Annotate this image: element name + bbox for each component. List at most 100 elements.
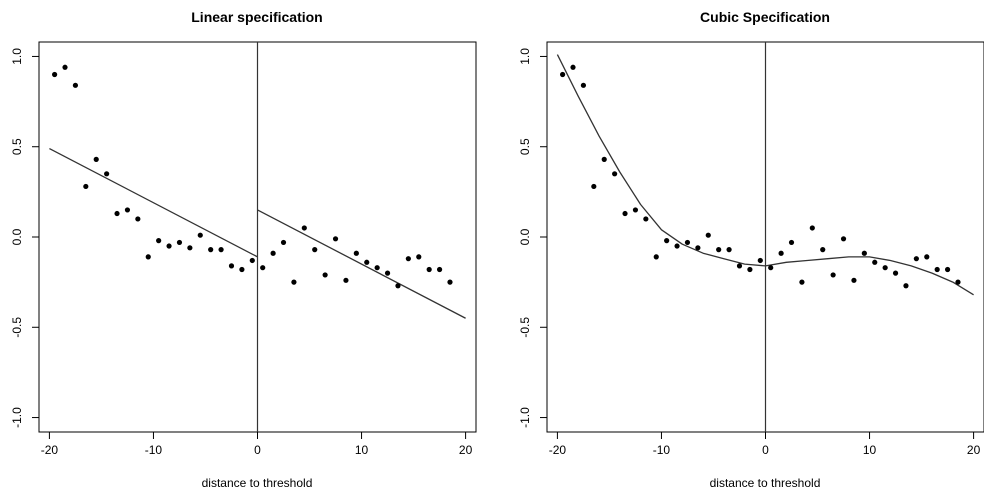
data-point: [861, 250, 867, 256]
data-point: [374, 265, 380, 271]
data-point: [872, 259, 878, 265]
y-tick-label: 0.5: [10, 138, 24, 155]
data-point: [312, 247, 318, 253]
x-tick-label: 10: [863, 443, 877, 457]
data-point: [643, 216, 649, 222]
linear-specification-panel: Linear specification distance to thresho…: [10, 9, 477, 490]
data-point: [903, 283, 909, 289]
linear-specification-chart: Linear specification distance to thresho…: [10, 9, 477, 490]
data-point: [124, 207, 131, 213]
data-point: [934, 266, 940, 273]
y-tick-label: 0.0: [10, 228, 24, 245]
data-point: [218, 247, 224, 253]
data-point: [384, 270, 391, 276]
data-point: [176, 239, 183, 246]
data-point: [705, 232, 711, 238]
data-point: [395, 283, 401, 289]
data-point: [166, 243, 172, 249]
data-point: [653, 254, 659, 260]
data-point: [301, 225, 307, 231]
data-point: [249, 257, 255, 264]
y-tick-label: -1.0: [10, 407, 24, 428]
data-point: [208, 247, 214, 253]
data-point: [228, 263, 235, 269]
data-point: [322, 272, 328, 278]
cubic-specification-chart: Cubic Specification distance to threshol…: [518, 9, 984, 490]
x-tick-label: -10: [653, 443, 671, 457]
y-tick-label: 1.0: [518, 48, 532, 65]
data-point: [726, 247, 732, 253]
data-point: [736, 263, 743, 269]
x-tick-label: -20: [549, 443, 567, 457]
data-point: [674, 243, 680, 249]
fit-line-left: [49, 147, 258, 258]
data-point: [343, 277, 349, 283]
data-point: [447, 279, 453, 285]
data-point: [114, 210, 120, 217]
data-point: [799, 279, 805, 285]
data-point: [72, 82, 79, 88]
data-point: [809, 225, 815, 231]
y-tick-label: 0.0: [518, 228, 532, 245]
data-point: [892, 270, 899, 276]
data-point: [135, 216, 141, 222]
data-point: [747, 266, 753, 273]
data-point: [788, 239, 795, 246]
data-point: [955, 279, 961, 285]
data-point: [353, 250, 359, 256]
data-point: [426, 266, 432, 273]
data-point: [83, 183, 89, 190]
data-point: [197, 232, 203, 238]
data-point: [632, 207, 639, 213]
y-tick-label: -0.5: [518, 317, 532, 338]
data-point: [716, 247, 722, 253]
data-point: [52, 71, 58, 78]
y-tick-label: 0.5: [518, 138, 532, 155]
data-point: [664, 238, 670, 244]
y-tick-label: -1.0: [518, 407, 532, 428]
data-point: [768, 265, 774, 271]
data-point: [239, 266, 245, 273]
chart-title: Linear specification: [191, 9, 322, 25]
data-point: [104, 171, 110, 177]
data-point: [913, 256, 919, 262]
data-point: [601, 156, 607, 162]
data-point: [757, 257, 763, 264]
x-tick-label: -20: [41, 443, 59, 457]
data-point: [684, 239, 691, 246]
data-point: [695, 245, 701, 251]
data-point: [332, 236, 339, 242]
data-point: [416, 254, 422, 260]
data-point: [851, 277, 857, 283]
fit-line-right: [257, 209, 466, 319]
x-tick-label: -10: [145, 443, 163, 457]
cubic-specification-panel: Cubic Specification distance to threshol…: [492, 0, 984, 493]
x-tick-label: 0: [254, 443, 261, 457]
x-tick-label: 10: [355, 443, 369, 457]
data-point: [93, 156, 99, 162]
data-point: [260, 265, 266, 271]
x-axis-label: distance to threshold: [202, 476, 313, 490]
data-point: [270, 250, 276, 256]
data-point: [840, 236, 847, 242]
data-point: [436, 266, 443, 273]
data-point: [560, 71, 566, 78]
data-point: [156, 238, 162, 244]
data-point: [944, 266, 951, 273]
data-point: [924, 254, 930, 260]
x-tick-label: 0: [762, 443, 769, 457]
fit-curve: [556, 54, 974, 296]
data-point: [882, 265, 888, 271]
data-point: [405, 256, 411, 262]
data-point: [62, 64, 68, 70]
x-axis-label: distance to threshold: [710, 476, 821, 490]
data-point: [187, 245, 193, 251]
y-tick-label: -0.5: [10, 317, 24, 338]
data-point: [612, 171, 618, 177]
data-point: [830, 272, 836, 278]
data-point: [622, 210, 628, 217]
x-tick-label: 20: [459, 443, 473, 457]
data-point: [291, 279, 297, 285]
data-point: [145, 254, 151, 260]
data-point: [570, 64, 576, 70]
